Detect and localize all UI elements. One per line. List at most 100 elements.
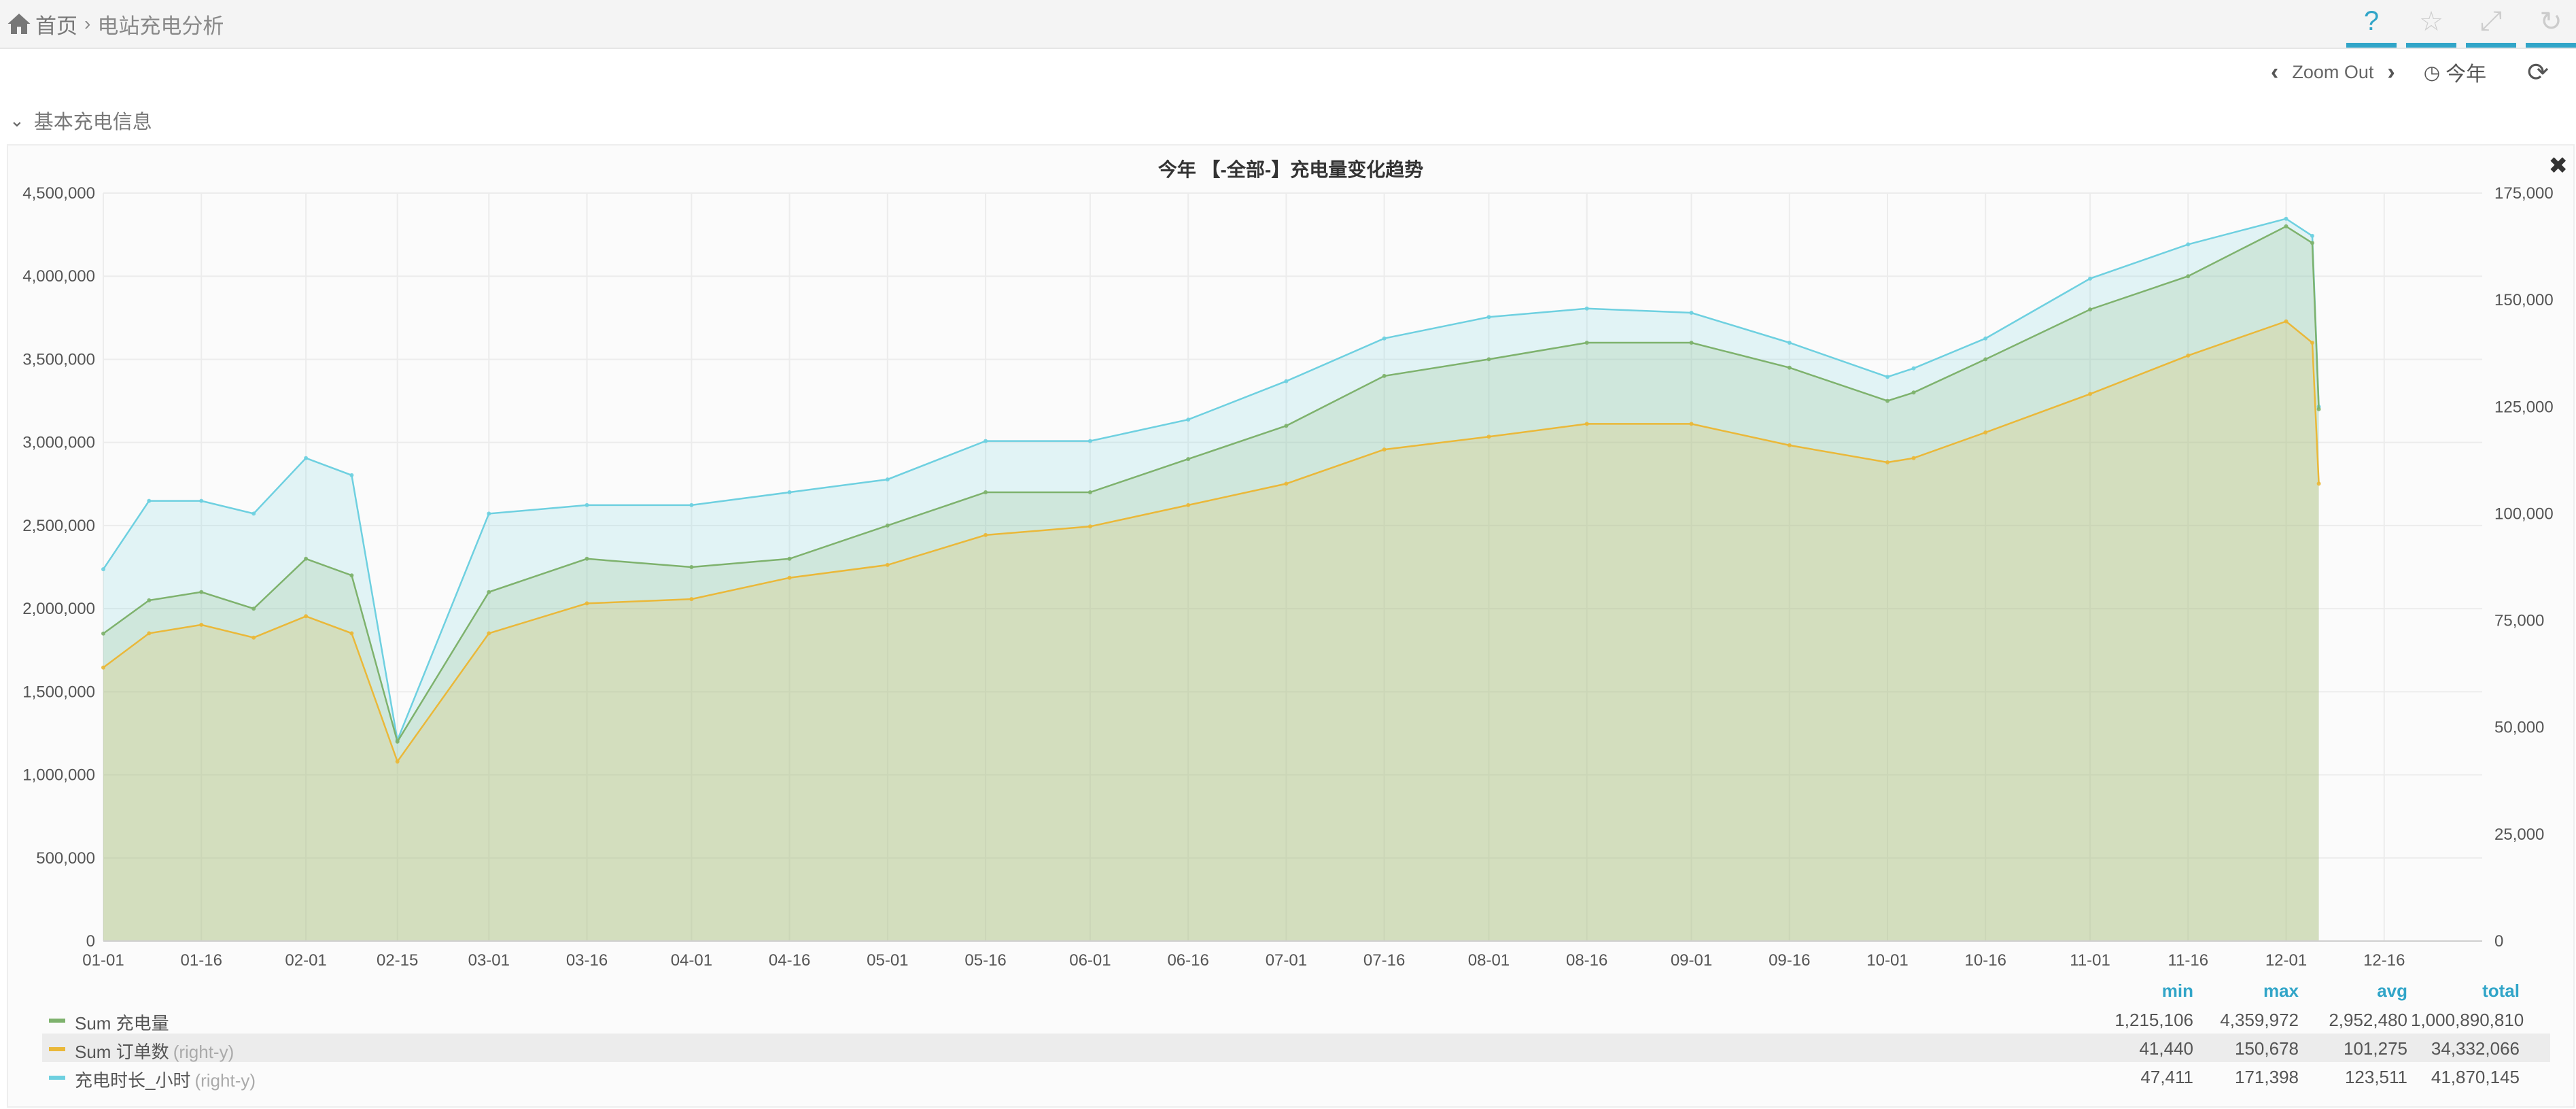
top-actions: ? ☆ ⤢ ↻	[2337, 0, 2576, 52]
data-point	[1787, 443, 1792, 447]
data-point	[199, 622, 204, 627]
data-point	[2186, 353, 2191, 358]
data-point	[1885, 460, 1890, 464]
row-header[interactable]: ⌄ 基本充电信息	[10, 106, 152, 135]
data-point	[251, 511, 256, 516]
legend-min: 47,411	[2140, 1067, 2193, 1087]
breadcrumb-home[interactable]: 首页	[35, 14, 77, 38]
data-point	[349, 573, 354, 578]
data-point	[2088, 276, 2093, 281]
x-tick-label: 09-16	[1769, 951, 1810, 970]
x-tick-label: 08-01	[1468, 951, 1510, 970]
legend-col-min[interactable]: min	[2161, 980, 2193, 1001]
data-point	[1087, 524, 1092, 529]
legend-col-max[interactable]: max	[2263, 980, 2299, 1001]
data-point	[2310, 241, 2314, 245]
legend-item[interactable]: Sum 充电量 1,215,106 4,359,972 2,952,480 1,…	[42, 1005, 2550, 1034]
data-point	[2088, 307, 2093, 312]
x-tick-label: 12-16	[2363, 951, 2405, 970]
data-point	[2310, 233, 2314, 238]
legend-max: 171,398	[2235, 1067, 2299, 1087]
y2-tick-label: 0	[2494, 932, 2503, 951]
legend-item[interactable]: 充电时长_小时 (right-y) 47,411 171,398 123,511 …	[42, 1062, 2550, 1091]
data-point	[1584, 306, 1589, 311]
clock-icon: ◷	[2423, 61, 2441, 83]
data-point	[1284, 379, 1289, 383]
chevron-left-icon[interactable]: ‹	[2271, 58, 2279, 85]
x-tick-label: 10-01	[1866, 951, 1908, 970]
panel-title[interactable]: 今年 【-全部-】充电量变化趋势	[1158, 159, 1424, 180]
x-tick-label: 06-01	[1069, 951, 1111, 970]
legend-series-name[interactable]: Sum 订单数 (right-y)	[75, 1042, 234, 1062]
dashboard-refresh-icon[interactable]: ⟳	[2527, 58, 2549, 87]
x-tick-label: 05-16	[964, 951, 1006, 970]
legend-avg: 2,952,480	[2329, 1010, 2407, 1030]
x-tick-label: 11-01	[2070, 951, 2110, 970]
x-tick-label: 02-15	[377, 951, 418, 970]
data-point	[585, 601, 589, 606]
help-icon[interactable]: ?	[2346, 0, 2397, 48]
legend-swatch[interactable]	[49, 1076, 65, 1080]
y2-tick-label: 100,000	[2494, 505, 2554, 523]
data-point	[2310, 341, 2314, 345]
data-point	[885, 523, 890, 528]
y2-tick-label: 175,000	[2494, 184, 2554, 203]
legend-swatch[interactable]	[49, 1019, 65, 1023]
data-point	[1787, 341, 1792, 345]
legend-swatch[interactable]	[49, 1047, 65, 1051]
x-tick-label: 12-01	[2265, 951, 2307, 970]
y-tick-label: 0	[86, 932, 95, 951]
legend-max: 150,678	[2235, 1038, 2299, 1059]
zoom-out-button[interactable]: Zoom Out	[2292, 61, 2374, 82]
x-tick-label: 03-01	[468, 951, 510, 970]
y-tick-label: 500,000	[36, 849, 95, 868]
y2-tick-label: 25,000	[2494, 825, 2544, 844]
x-tick-label: 04-16	[769, 951, 810, 970]
data-point	[251, 607, 256, 611]
breadcrumb-current[interactable]: 电站充电分析	[97, 14, 224, 38]
data-point	[2316, 481, 2321, 486]
data-point	[885, 562, 890, 567]
legend-item[interactable]: Sum 订单数 (right-y) 41,440 150,678 101,275 …	[42, 1034, 2550, 1062]
data-point	[689, 502, 694, 507]
data-point	[304, 614, 309, 619]
data-point	[1911, 456, 1916, 460]
data-point	[1486, 357, 1491, 362]
legend-col-total[interactable]: total	[2482, 980, 2520, 1001]
legend-series-name[interactable]: Sum 充电量	[75, 1013, 169, 1034]
y-tick-label: 4,500,000	[22, 184, 95, 203]
legend-avg: 101,275	[2344, 1038, 2407, 1059]
plot-background	[103, 193, 2482, 941]
expand-icon[interactable]: ⤢	[2466, 0, 2516, 48]
data-point	[787, 490, 792, 494]
chevron-down-icon[interactable]: ⌄	[10, 109, 24, 131]
legend-min: 41,440	[2139, 1038, 2193, 1059]
graph-panel: 01-01 01-16 02-01 02-15 03-01 03-16 04-01 04-16…	[7, 144, 2575, 1108]
data-point	[487, 631, 491, 636]
y-tick-label: 2,500,000	[22, 517, 95, 535]
data-point	[585, 502, 589, 507]
chart-legend: min max avg total Sum 充电量 1,215,106 4,35…	[42, 976, 2550, 1091]
close-icon[interactable]: ✖	[2548, 153, 2569, 179]
home-icon[interactable]	[7, 12, 31, 35]
refresh-icon[interactable]: ↻	[2526, 0, 2576, 48]
data-point	[885, 477, 890, 482]
data-point	[251, 635, 256, 640]
chevron-right-icon[interactable]: ›	[2387, 58, 2395, 85]
data-point	[199, 590, 204, 594]
data-point	[101, 665, 105, 670]
data-point	[1382, 336, 1387, 341]
data-point	[689, 597, 694, 602]
data-point	[1584, 341, 1589, 345]
legend-series-name[interactable]: 充电时长_小时 (right-y)	[75, 1070, 256, 1091]
series-area	[103, 226, 2319, 941]
legend-col-avg[interactable]: avg	[2377, 980, 2407, 1001]
data-point	[1382, 373, 1387, 378]
data-point	[1911, 390, 1916, 395]
data-point	[2284, 319, 2288, 324]
series-area	[103, 321, 2319, 942]
top-navbar: 首页 › 电站充电分析 ? ☆ ⤢ ↻	[0, 0, 2576, 49]
x-tick-label: 04-01	[671, 951, 712, 970]
star-icon[interactable]: ☆	[2406, 0, 2456, 48]
time-range-button[interactable]: ◷ 今年	[2424, 57, 2486, 87]
